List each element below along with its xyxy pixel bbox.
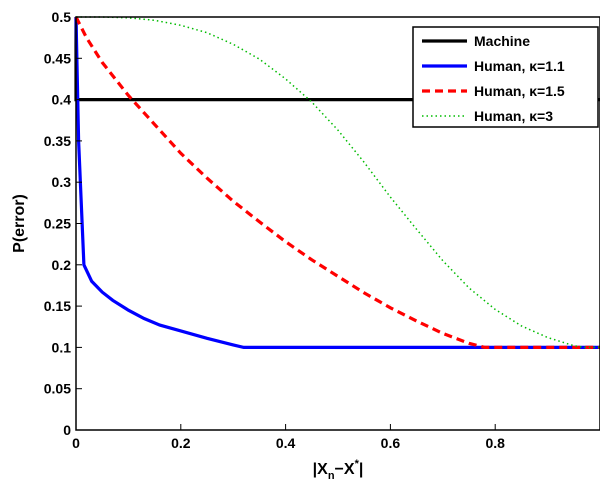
x-tick-label: 0 [72,435,80,451]
y-tick-label: 0.25 [44,216,71,232]
y-tick-label: 0.15 [44,298,71,314]
legend-entry-label: Machine [474,33,530,49]
y-tick-label: 0.4 [52,92,72,108]
series-line-3 [76,16,600,349]
y-tick-label: 0.2 [52,257,72,273]
legend-box [412,26,599,128]
y-axis-label: P(error) [11,194,28,253]
x-axis-label: |Xn−X*| [313,458,364,482]
legend: Machine Human, κ=1.1 Human, κ=1.5 Human, κ=… [412,26,599,128]
y-tick-label: 0 [63,422,71,438]
x-tick-label: 0.6 [381,435,401,451]
legend-entry-label: Human, κ=1.1 [474,58,565,74]
y-tick-label: 0.5 [52,9,72,25]
y-tick-label: 0.1 [52,339,72,355]
y-tick-label: 0.3 [52,174,72,190]
x-tick-label: 0.8 [485,435,505,451]
legend-entry-label: Human, κ=1.5 [474,83,565,99]
y-tick-label: 0.45 [44,50,71,66]
series-line-1 [74,16,600,349]
ticks-layer: 0 0.05 0.1 0.15 0.2 0.25 0.3 0.35 0.4 0.45 0.5 0 0.2… [44,9,505,451]
series-line-2 [74,16,600,349]
y-tick-label: 0.35 [44,133,71,149]
y-tick-label: 0.05 [44,381,71,397]
x-tick-label: 0.4 [276,435,296,451]
legend-entry-label: Human, κ=3 [474,108,553,124]
x-tick-label: 0.2 [171,435,191,451]
